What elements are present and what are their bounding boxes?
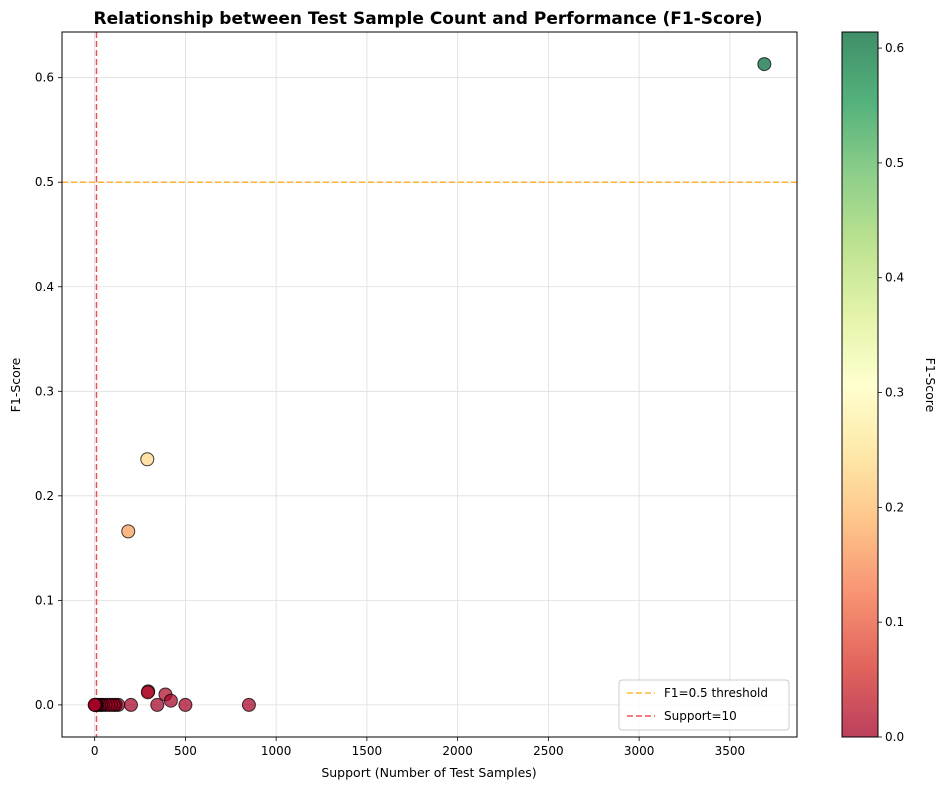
colorbar-ticks: 0.0 0.1 0.2 0.3 0.4 0.5 0.6 — [878, 41, 904, 744]
legend-support-label: Support=10 — [664, 709, 737, 723]
y-tick-label: 0.2 — [35, 489, 54, 503]
data-point — [241, 697, 256, 712]
y-tick-label: 0.4 — [35, 280, 54, 294]
colorbar-tick-label: 0.5 — [885, 156, 904, 170]
legend-threshold-label: F1=0.5 threshold — [664, 686, 768, 700]
x-tick-label: 3000 — [624, 744, 655, 758]
y-tick-label: 0.0 — [35, 698, 54, 712]
x-tick-label: 1500 — [352, 744, 383, 758]
colorbar-tick-label: 0.1 — [885, 615, 904, 629]
colorbar-tick-label: 0.2 — [885, 500, 904, 514]
x-tick-label: 2000 — [442, 744, 473, 758]
y-tick-label: 0.6 — [35, 71, 54, 85]
x-axis-ticks: 0 500 1000 1500 2000 2500 3000 3500 — [91, 737, 745, 758]
data-points — [87, 57, 772, 712]
x-tick-label: 3500 — [715, 744, 746, 758]
y-tick-label: 0.5 — [35, 175, 54, 189]
x-tick-label: 1000 — [261, 744, 292, 758]
y-tick-label: 0.1 — [35, 593, 54, 607]
data-point — [163, 693, 178, 708]
x-tick-label: 500 — [174, 744, 197, 758]
data-point — [123, 697, 138, 712]
reference-lines — [62, 32, 797, 737]
grid-lines — [62, 32, 797, 737]
x-axis-label: Support (Number of Test Samples) — [321, 765, 536, 780]
colorbar-label: F1-Score — [923, 358, 938, 413]
plot-area-frame — [61, 31, 798, 738]
x-tick-label: 0 — [91, 744, 99, 758]
colorbar-tick-label: 0.0 — [885, 730, 904, 744]
chart-title: Relationship between Test Sample Count a… — [94, 9, 763, 29]
y-axis-label: F1-Score — [8, 357, 23, 412]
data-point — [757, 57, 772, 72]
legend: F1=0.5 threshold Support=10 — [618, 679, 790, 731]
data-point — [150, 697, 165, 712]
colorbar-tick-label: 0.6 — [885, 41, 904, 55]
x-tick-label: 2500 — [533, 744, 564, 758]
data-point — [87, 697, 102, 712]
colorbar-tick-label: 0.3 — [885, 386, 904, 400]
colorbar-tick-label: 0.4 — [885, 271, 904, 285]
colorbar: 0.0 0.1 0.2 0.3 0.4 0.5 0.6 F1-Score — [841, 31, 938, 744]
colorbar-gradient — [841, 31, 879, 738]
y-tick-label: 0.3 — [35, 384, 54, 398]
data-point — [121, 524, 136, 539]
data-point — [140, 452, 155, 467]
y-axis-ticks: 0.0 0.1 0.2 0.3 0.4 0.5 0.6 — [35, 71, 62, 712]
data-point — [140, 685, 155, 700]
data-point — [178, 697, 193, 712]
